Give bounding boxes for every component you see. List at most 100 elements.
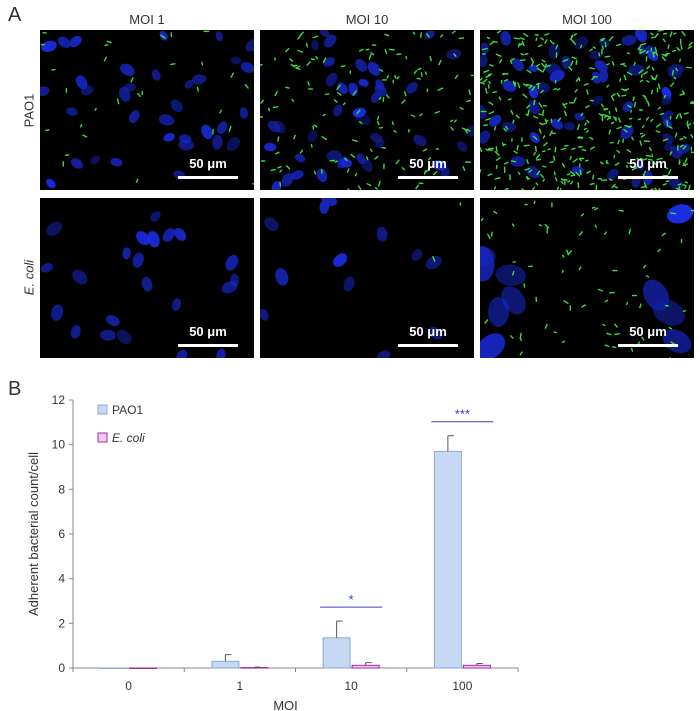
- scale-bar: [178, 344, 238, 347]
- nucleus: [176, 349, 188, 358]
- x-tick-label: 10: [344, 679, 358, 693]
- bacterium: [306, 61, 311, 66]
- bacterium: [570, 174, 576, 177]
- bacterium: [655, 130, 661, 133]
- bacterium: [646, 65, 651, 70]
- nucleus: [110, 157, 123, 167]
- bacterium: [312, 35, 319, 39]
- bacterium: [429, 56, 432, 62]
- bacterium: [602, 323, 606, 327]
- x-tick-label: 100: [452, 679, 472, 693]
- bacterium: [655, 123, 662, 128]
- bar-ecoli-moi-100: [462, 664, 491, 669]
- bacterium: [286, 165, 291, 170]
- bacterium: [549, 130, 553, 137]
- bacterium: [561, 163, 566, 168]
- bacterium: [638, 48, 644, 51]
- bacterium: [583, 127, 588, 131]
- nucleus: [667, 204, 694, 224]
- bacterium: [600, 37, 606, 41]
- bacterium: [376, 115, 380, 121]
- bacterium: [535, 182, 539, 186]
- bacterium: [368, 54, 372, 60]
- bacterium: [561, 254, 565, 258]
- bacterium: [562, 58, 569, 62]
- nucleus: [150, 211, 161, 222]
- bacterium: [106, 40, 112, 44]
- bacterium: [679, 137, 684, 141]
- legend-swatch-ecoli: [97, 432, 108, 443]
- bacterium: [538, 113, 544, 116]
- bacterium: [682, 309, 687, 313]
- bacterium: [668, 125, 673, 129]
- nucleus: [480, 130, 491, 144]
- bacterium: [297, 49, 304, 53]
- legend-label-ecoli: E. coli: [112, 431, 145, 445]
- bacterium: [483, 69, 490, 73]
- bacterium: [650, 118, 654, 122]
- bacterium: [201, 61, 204, 66]
- bacterium: [489, 40, 495, 46]
- nucleus: [264, 217, 279, 232]
- nucleus: [319, 30, 330, 38]
- bacterium: [454, 74, 459, 79]
- bacterium: [489, 64, 494, 67]
- nucleus: [510, 156, 526, 167]
- bacterium: [337, 92, 342, 96]
- bacterium: [589, 67, 595, 70]
- bacterium: [651, 36, 655, 39]
- bacterium: [604, 299, 609, 303]
- bacterium: [572, 158, 578, 163]
- bacterium: [544, 33, 550, 36]
- bacterium: [614, 185, 619, 189]
- bacterium: [538, 224, 542, 227]
- bacterium: [657, 106, 662, 110]
- bacterium: [296, 67, 301, 70]
- nucleus: [480, 42, 490, 54]
- bacterium: [577, 123, 580, 131]
- bacterium: [270, 168, 276, 172]
- bacterium: [410, 114, 416, 118]
- bacterium: [603, 108, 609, 111]
- bacterium: [647, 158, 653, 161]
- bacterium: [553, 88, 558, 91]
- bacterium: [520, 53, 525, 56]
- nucleus: [502, 80, 517, 92]
- bacterium: [432, 170, 438, 176]
- bacterium: [482, 47, 488, 51]
- nucleus: [326, 150, 342, 162]
- bacterium: [453, 53, 457, 57]
- bacterium: [511, 160, 517, 163]
- nucleus: [230, 56, 242, 65]
- bacterium: [480, 81, 485, 85]
- nucleus: [325, 72, 338, 87]
- bacterium: [626, 148, 632, 153]
- bacterium: [533, 115, 539, 119]
- nucleus: [358, 79, 369, 87]
- bacterium: [620, 62, 626, 66]
- bacterium: [583, 83, 589, 86]
- bacterium: [485, 148, 489, 152]
- bacterium: [682, 145, 687, 150]
- bacterium: [620, 88, 628, 92]
- nucleus: [158, 114, 175, 126]
- bacterium: [305, 42, 309, 48]
- bacterium: [616, 92, 621, 98]
- bacterium: [521, 188, 525, 190]
- bacterium: [534, 145, 537, 152]
- nucleus: [41, 40, 57, 53]
- bacterium: [307, 81, 310, 86]
- bacterium: [656, 157, 663, 161]
- bacterium: [648, 146, 652, 152]
- bacterium: [590, 146, 595, 150]
- scale-bar: [618, 176, 678, 179]
- nucleus: [356, 153, 366, 165]
- nucleus: [159, 31, 168, 41]
- bacterium: [657, 83, 661, 90]
- bacterium: [524, 167, 530, 171]
- bacterium: [545, 64, 551, 68]
- bacterium: [268, 107, 271, 112]
- column-label-moi-1: MOI 1: [129, 12, 165, 27]
- bacterium: [510, 60, 513, 64]
- nucleus: [170, 99, 183, 113]
